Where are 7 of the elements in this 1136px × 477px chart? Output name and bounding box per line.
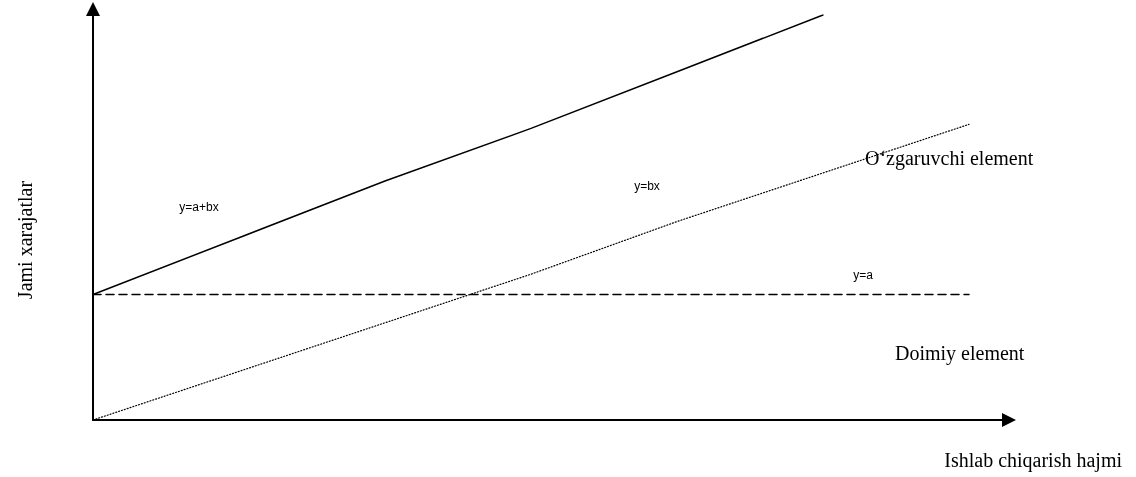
annotation: Doimiy element: [895, 342, 1025, 365]
y-axis-title: Jami xarajatlar: [14, 180, 37, 300]
text: y=bx: [634, 178, 660, 193]
x-axis-title: Ishlab chiqarish hajmi: [944, 449, 1123, 472]
text: y=a+bx: [179, 199, 219, 214]
series-label: y=a: [853, 268, 874, 283]
annotation: O‘zgaruvchi element: [865, 147, 1034, 170]
